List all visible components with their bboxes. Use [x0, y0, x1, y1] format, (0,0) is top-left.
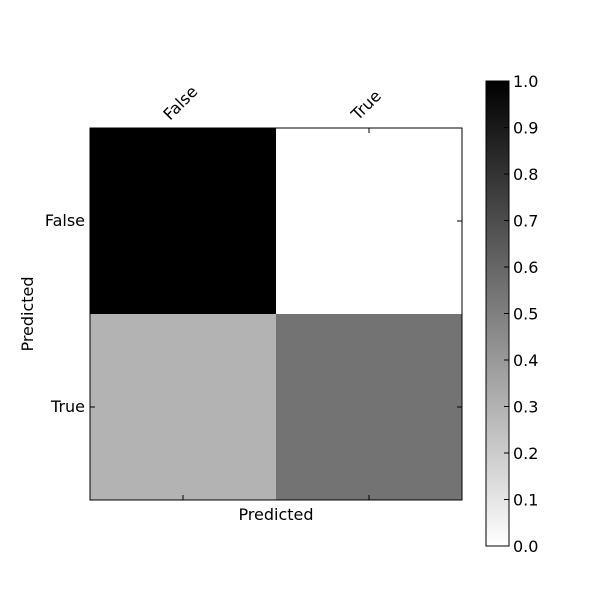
- colorbar-tick-label-0-6: 0.6: [513, 258, 538, 277]
- colorbar-tick-label-0-8: 0.8: [513, 165, 538, 184]
- colorbar-ticks: 0.0 0.1 0.2 0.3 0.4 0.5 0.6 0.7 0.8 0.9 1.0: [504, 72, 538, 556]
- cell-false-true: [276, 128, 462, 314]
- colorbar-tick-label-0-7: 0.7: [513, 212, 538, 231]
- cell-true-true: [276, 314, 462, 500]
- cell-true-false: [90, 314, 276, 500]
- heatmap-cells: [90, 128, 462, 500]
- colorbar-tick-label-1-0: 1.0: [513, 72, 538, 91]
- colorbar-tick-label-0-4: 0.4: [513, 351, 538, 370]
- y-tick-marks: [90, 220, 462, 408]
- plot-frame: [89, 127, 463, 501]
- colorbar-tick-label-0-9: 0.9: [513, 119, 538, 138]
- colorbar-tick-label-0-0: 0.0: [513, 537, 538, 556]
- cell-false-false: [90, 128, 276, 314]
- colorbar-tick-label-0-3: 0.3: [513, 398, 538, 417]
- x-tick-marks: [182, 128, 370, 500]
- x-tick-label-false: False: [159, 82, 201, 124]
- colorbar-tick-label-0-1: 0.1: [513, 491, 538, 510]
- x-tick-label-true: True: [347, 86, 385, 124]
- y-tick-label-false: False: [45, 211, 85, 230]
- colorbar-tick-label-0-5: 0.5: [513, 305, 538, 324]
- colorbar-tick-label-0-2: 0.2: [513, 444, 538, 463]
- y-tick-label-true: True: [50, 397, 85, 416]
- x-axis-label: Predicted: [238, 505, 313, 524]
- y-axis-label: Predicted: [18, 276, 37, 351]
